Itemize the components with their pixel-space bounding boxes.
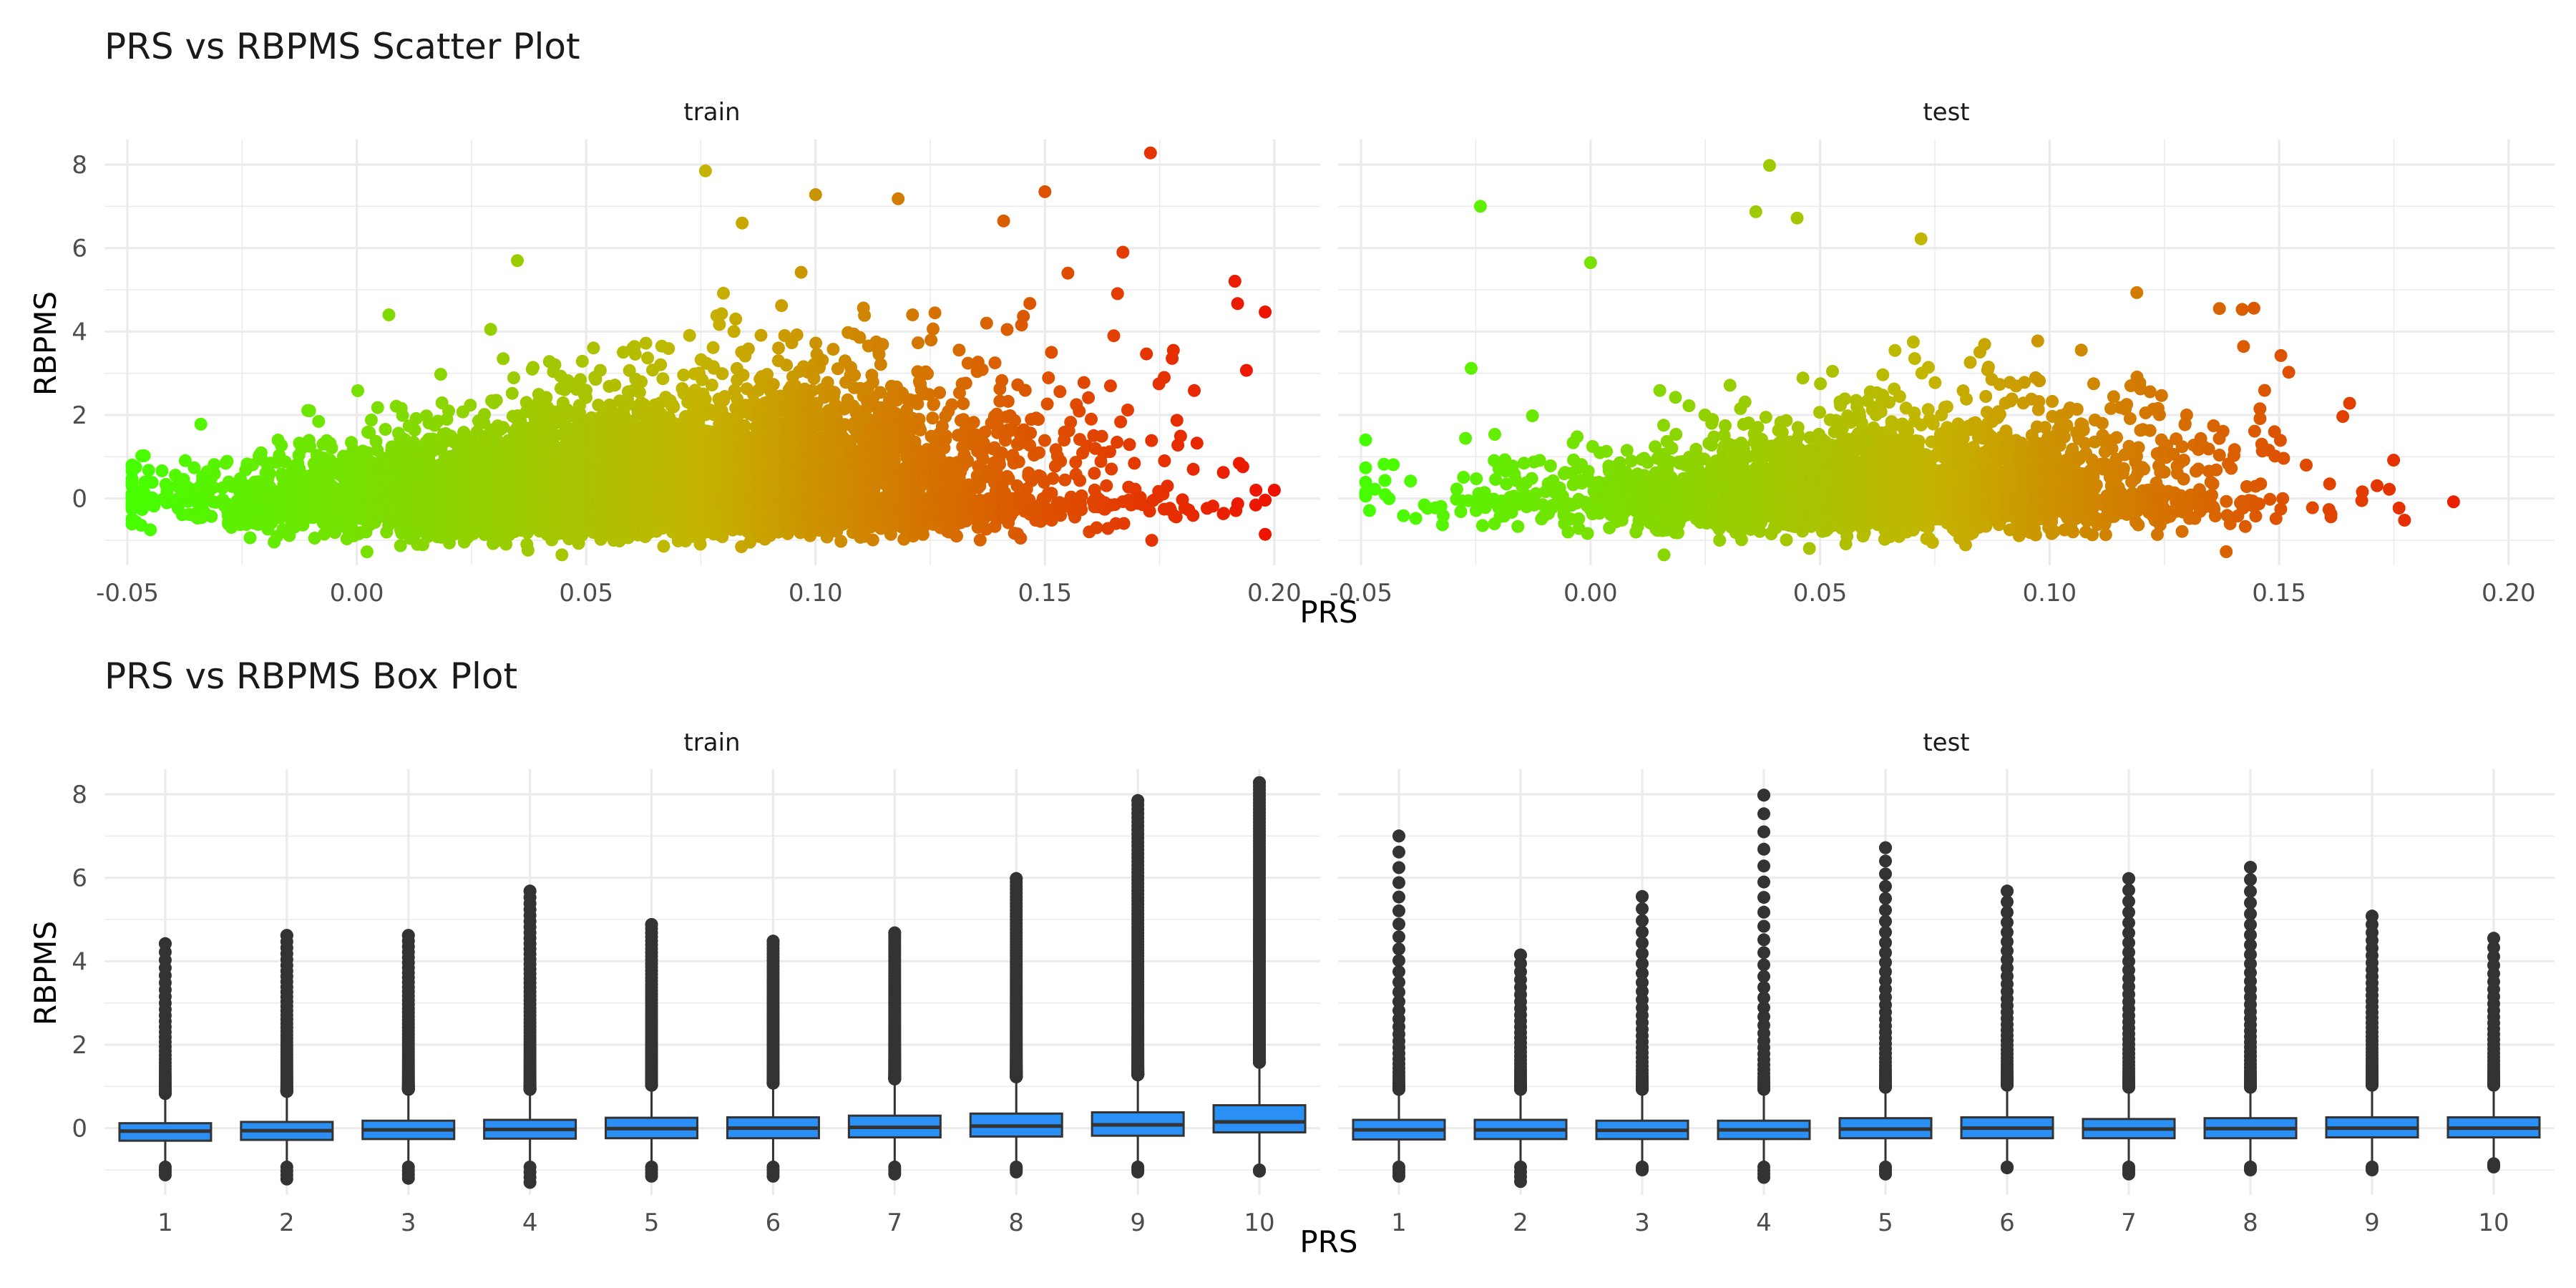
scatter-point-train-114 (226, 509, 240, 522)
scatter-point-train-2777 (555, 548, 569, 562)
scatter-point-train-3369 (587, 341, 600, 355)
scatter-point-train-4164 (628, 347, 642, 361)
scatter-point-train-298 (303, 404, 316, 417)
scatter-point-train-262 (293, 462, 306, 476)
scatter-point-train-1770 (489, 394, 503, 407)
scatter-point-train-60 (178, 454, 192, 467)
scatter-point-train-2662 (548, 358, 562, 371)
scatter-point-train-4814 (662, 342, 675, 356)
scatter-panel-train-points (125, 146, 1281, 562)
scatter-point-train-525 (351, 384, 364, 397)
scatter-point-train-1444 (464, 399, 477, 412)
scatter-point-train-43 (145, 476, 159, 489)
scatter-point-train-300 (303, 439, 317, 453)
scatter-point-train-216 (275, 439, 288, 452)
scatter-point-train-2310 (527, 361, 540, 374)
scatter-point-train-101 (220, 454, 234, 468)
scatter-point-train-374 (318, 527, 331, 541)
scatter-point-train-1113 (434, 368, 447, 381)
scatter-point-train-1684 (484, 323, 497, 336)
scatter-point-train-4645 (654, 358, 668, 371)
scatter-point-train-228 (278, 455, 292, 469)
scatter-point-train-1854 (497, 352, 510, 366)
scatter-point-train-4349 (639, 336, 653, 350)
scatter-point-train-4720 (657, 540, 670, 553)
scatter-point-train-4913 (667, 400, 680, 414)
scatter-point-train-1613 (478, 408, 491, 421)
scatter-point-train-90 (205, 509, 218, 523)
scatter-point-train-45 (147, 499, 161, 513)
scatter-point-train-46 (155, 464, 169, 477)
scatter-point-train-38 (137, 449, 151, 462)
scatter-point-train-340 (312, 414, 326, 428)
scatter-point-train-50 (160, 485, 174, 499)
scatter-point-train-4395 (641, 351, 655, 365)
scatter-point-train-4704 (656, 372, 670, 386)
scatter-point-train-188 (263, 467, 276, 480)
scatter-point-train-1986 (505, 386, 519, 400)
scatter-point-train-95 (208, 467, 221, 481)
scatter-point-train-3217 (580, 391, 592, 404)
scatter-point-train-2072 (511, 254, 524, 268)
scatter-point-train-1198 (442, 404, 455, 418)
scatter-point-train-67 (187, 461, 201, 474)
scatter-point-train-3790 (608, 379, 622, 392)
scatter-point-train-42 (144, 523, 157, 537)
scatter-point-train-2014 (507, 371, 520, 384)
scatter-point-train-649 (371, 401, 384, 414)
scatter-point-train-2227 (521, 543, 535, 557)
scatter-point-train-41 (142, 464, 155, 477)
scatter-point-train-319 (308, 532, 321, 545)
scatter-point-train-94 (208, 458, 221, 472)
scatter-plot-title: PRS vs RBPMS Scatter Plot (104, 26, 580, 67)
scatter-point-train-92 (207, 481, 220, 494)
scatter-point-train-585 (360, 545, 374, 559)
scatter-point-train-617 (364, 414, 378, 426)
scatter-point-train-24 (129, 461, 142, 474)
scatter-point-train-140 (243, 531, 257, 545)
scatter-point-train-690 (379, 423, 392, 436)
scatter-point-train-910 (408, 424, 421, 437)
scatter-point-train-3496 (593, 364, 607, 377)
scatter-point-train-3156 (575, 354, 589, 368)
scatter-point-train-710 (382, 308, 396, 321)
scatter-point-train-402 (325, 441, 338, 454)
scatter-point-train-74 (194, 417, 208, 431)
scatter-point-train-4260 (635, 375, 648, 389)
